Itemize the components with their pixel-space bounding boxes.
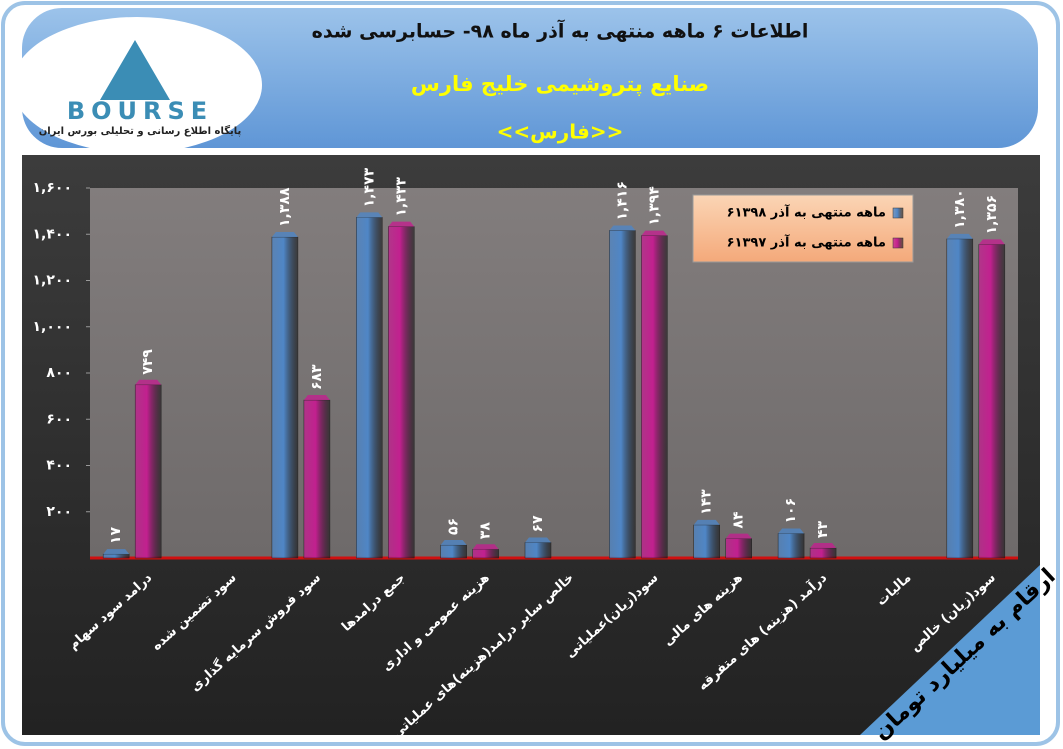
bar-cap <box>978 239 1005 245</box>
bar-cap <box>472 544 499 550</box>
logo-text: BOURSE <box>67 97 213 125</box>
bar-cap <box>271 232 298 238</box>
bar <box>440 544 467 559</box>
legend-swatch <box>892 207 904 219</box>
value-label: ۸۴ <box>731 511 747 529</box>
y-tick-label: ۸۰۰ <box>46 365 72 381</box>
bar-cap <box>641 230 668 236</box>
value-label: ۴۳ <box>815 521 831 539</box>
bar <box>102 553 130 559</box>
y-tick-label: ۱,۴۰۰ <box>33 226 73 242</box>
legend-label: ۶ماهه منتهی به آذر ۱۳۹۸ <box>727 204 886 221</box>
ticker: <<فارس>> <box>497 120 624 144</box>
chart-subtitle: صنایع پتروشیمی خلیج فارس <box>411 72 709 96</box>
value-label: ۱,۴۱۶ <box>614 181 630 221</box>
bar-cap <box>356 212 383 218</box>
bar <box>388 226 415 559</box>
logo-mark <box>100 40 170 100</box>
bar <box>693 524 720 559</box>
bar <box>725 538 752 559</box>
y-tick-label: ۱,۰۰۰ <box>33 319 73 335</box>
bar <box>609 230 636 559</box>
value-label: ۱,۳۸۰ <box>952 189 968 229</box>
bar <box>641 235 668 559</box>
value-label: ۱,۳۹۴ <box>646 186 662 226</box>
bar-cap <box>103 549 130 555</box>
bar <box>946 238 974 559</box>
chart-title: اطلاعات ۶ ماهه منتهی به آذر ماه ۹۸- حساب… <box>312 19 809 43</box>
bar-cap <box>810 543 837 549</box>
legend <box>692 194 914 263</box>
y-tick-label: ۴۰۰ <box>46 458 72 474</box>
y-tick-label: ۱,۶۰۰ <box>33 180 73 196</box>
value-label: ۱,۳۵۶ <box>984 195 1000 234</box>
bar <box>356 217 383 559</box>
legend-label: ۶ماهه منتهی به آذر ۱۳۹۷ <box>727 234 886 251</box>
value-label: ۱۴۳ <box>699 489 715 515</box>
bar <box>524 542 552 559</box>
bar-cap <box>778 528 805 534</box>
value-label: ۱۷ <box>108 527 124 545</box>
bar-cap <box>440 540 467 546</box>
bar <box>472 548 499 559</box>
legend-swatch <box>892 237 904 249</box>
bar-cap <box>525 537 551 543</box>
value-label: ۶۷ <box>530 515 546 533</box>
bar <box>134 384 162 559</box>
header <box>22 8 1038 148</box>
value-label: ۱,۴۳۳ <box>393 177 409 217</box>
value-label: ۵۶ <box>446 518 462 535</box>
bar <box>978 244 1006 559</box>
value-label: ۷۴۹ <box>140 349 156 375</box>
y-tick-label: ۲۰۰ <box>46 504 72 520</box>
bar <box>271 236 299 559</box>
logo-tagline: پایگاه اطلاع رسانی و تحلیلی بورس ایران <box>39 124 242 137</box>
value-label: ۱,۴۷۳ <box>361 167 377 207</box>
annotation-bg <box>860 565 1040 735</box>
bar <box>303 399 331 559</box>
value-label: ۳۸ <box>478 522 494 540</box>
y-tick-label: ۱,۲۰۰ <box>33 273 73 289</box>
value-label: ۶۸۳ <box>309 364 325 390</box>
bar-cap <box>725 533 752 539</box>
bar-cap <box>135 379 162 385</box>
bar-cap <box>609 225 636 231</box>
bar <box>809 547 837 559</box>
bar-cap <box>388 221 415 227</box>
value-label: ۱۰۶ <box>783 498 799 524</box>
y-tick-label: ۶۰۰ <box>46 411 72 427</box>
bar-cap <box>946 233 973 239</box>
bar-cap <box>303 395 330 401</box>
bar-cap <box>693 519 720 525</box>
value-label: ۱,۳۸۸ <box>277 187 293 227</box>
bar <box>777 533 805 559</box>
